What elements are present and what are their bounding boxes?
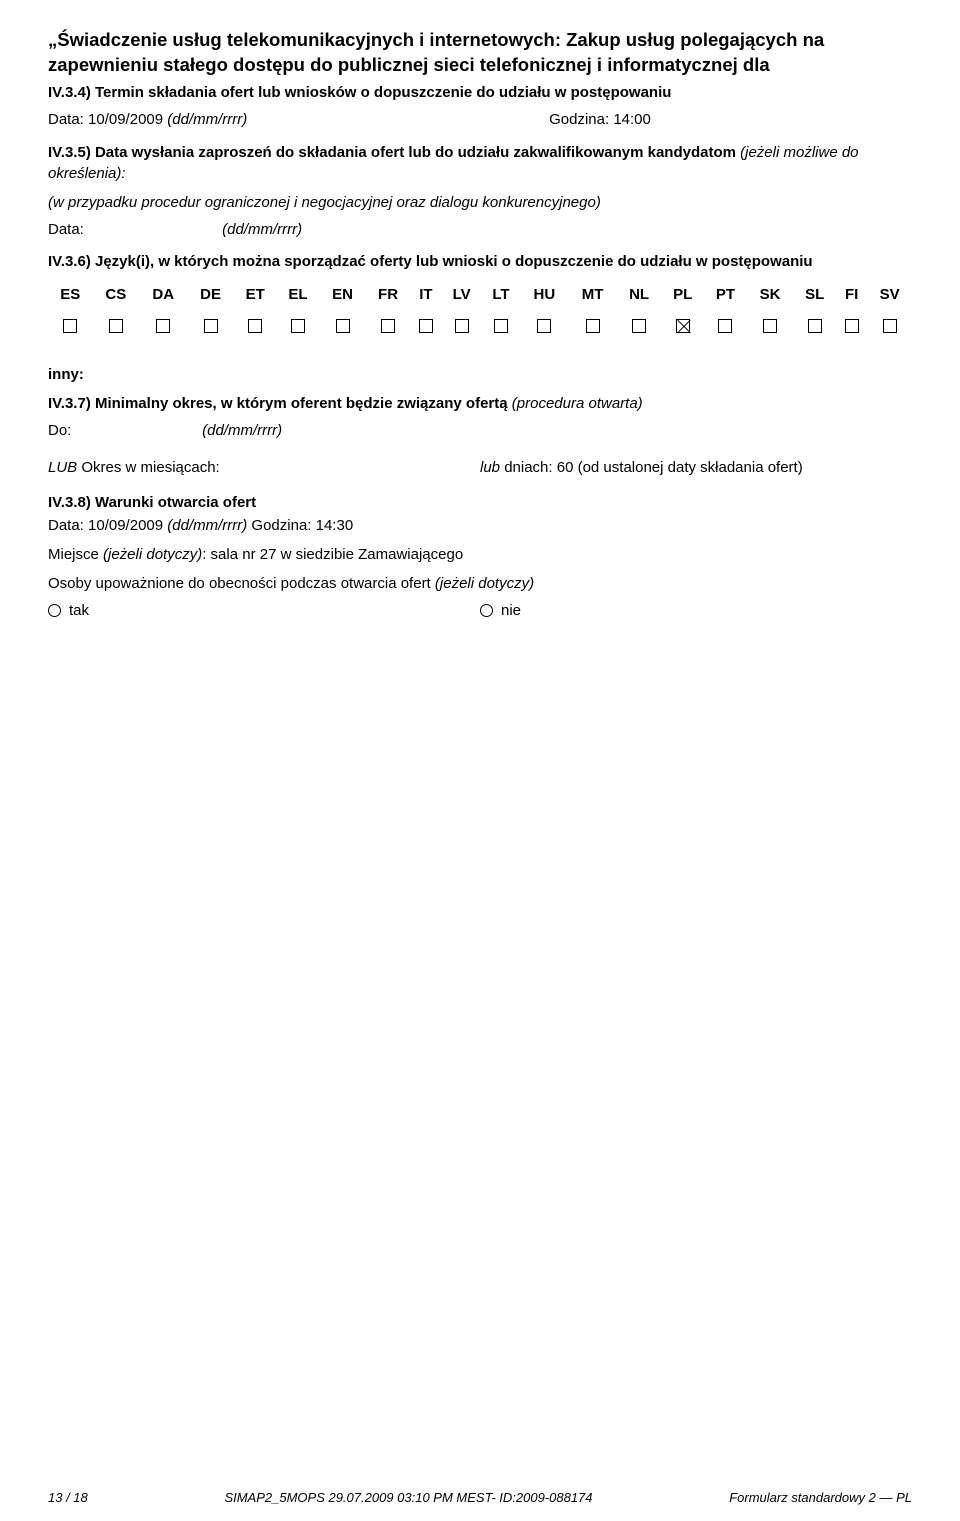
iv38-l2-post: : sala nr 27 w siedzibie Zamawiającego — [202, 546, 463, 563]
lang-code-hu: HU — [520, 282, 568, 307]
lang-checkbox-sv[interactable] — [883, 319, 897, 333]
lang-code-lv: LV — [442, 282, 482, 307]
iv37-lub-left: Okres w miesiącach: — [77, 459, 220, 476]
lang-checkbox-en[interactable] — [336, 319, 350, 333]
lang-code-sl: SL — [793, 282, 836, 307]
iv37-heading-text: IV.3.7) Minimalny okres, w którym oferen… — [48, 395, 512, 412]
iv38-l2-pre: Miejsce — [48, 546, 103, 563]
inny-label: inny: — [48, 366, 912, 383]
iv35-heading-text: IV.3.5) Data wysłania zaproszeń do skład… — [48, 144, 740, 161]
iv38-line2: Miejsce (jeżeli dotyczy): sala nr 27 w s… — [48, 544, 912, 565]
iv37-lub-right-pre: lub — [480, 459, 500, 476]
lang-code-de: DE — [187, 282, 233, 307]
language-table: ESCSDADEETELENFRITLVLTHUMTNLPLPTSKSLFISV — [48, 282, 912, 338]
lang-checkbox-sk[interactable] — [763, 319, 777, 333]
iv35-data-label: Data: — [48, 221, 218, 238]
lang-code-fi: FI — [836, 282, 867, 307]
lang-code-mt: MT — [568, 282, 616, 307]
lang-checkbox-da[interactable] — [156, 319, 170, 333]
lang-code-cs: CS — [93, 282, 139, 307]
iv37-lub-row: LUB Okres w miesiącach: lub dniach: 60 (… — [48, 459, 912, 476]
footer-page: 13 / 18 — [48, 1490, 88, 1505]
lang-code-es: ES — [48, 282, 93, 307]
iv34-godzina: Godzina: 14:00 — [549, 111, 912, 128]
lang-checkbox-lv[interactable] — [455, 319, 469, 333]
section-iv-3-4-heading: IV.3.4) Termin składania ofert lub wnios… — [48, 84, 912, 101]
lang-code-pl: PL — [661, 282, 704, 307]
lang-code-lt: LT — [482, 282, 520, 307]
iv34-date-format: (dd/mm/rrrr) — [167, 111, 247, 128]
iv35-data-format: (dd/mm/rrrr) — [222, 221, 302, 238]
iv37-do-line: Do: (dd/mm/rrrr) — [48, 422, 912, 439]
lang-code-sk: SK — [747, 282, 793, 307]
lang-checkbox-sl[interactable] — [808, 319, 822, 333]
iv38-line1: Data: 10/09/2009 (dd/mm/rrrr) Godzina: 1… — [48, 515, 912, 536]
lang-checkbox-et[interactable] — [248, 319, 262, 333]
lang-code-pt: PT — [704, 282, 747, 307]
iv38-l3-pre: Osoby upoważnione do obecności podczas o… — [48, 575, 435, 592]
lang-checkbox-cs[interactable] — [109, 319, 123, 333]
section-iv-3-8-heading: IV.3.8) Warunki otwarcia ofert — [48, 494, 912, 511]
iv38-l1-fmt: (dd/mm/rrrr) — [167, 517, 247, 534]
iv38-l3-ital: (jeżeli dotyczy) — [435, 575, 534, 592]
iv38-l2-ital: (jeżeli dotyczy) — [103, 546, 202, 563]
lang-checkbox-hu[interactable] — [537, 319, 551, 333]
iv37-lub-pre: LUB — [48, 459, 77, 476]
footer-id: SIMAP2_5MOPS 29.07.2009 03:10 PM MEST- I… — [224, 1490, 592, 1505]
lang-checkbox-es[interactable] — [63, 319, 77, 333]
iv38-yesno-row: tak nie — [48, 602, 912, 619]
lang-checkbox-fi[interactable] — [845, 319, 859, 333]
iv34-date-label: Data: 10/09/2009 — [48, 111, 167, 128]
lang-checkbox-mt[interactable] — [586, 319, 600, 333]
iv37-do-label: Do: — [48, 422, 198, 439]
radio-tak[interactable] — [48, 604, 61, 617]
iv37-do-format: (dd/mm/rrrr) — [202, 422, 282, 439]
lang-checkbox-pt[interactable] — [718, 319, 732, 333]
iv35-subnote: (w przypadku procedur ograniczonej i neg… — [48, 192, 912, 213]
footer-form: Formularz standardowy 2 — PL — [729, 1490, 912, 1505]
section-iv-3-7-heading: IV.3.7) Minimalny okres, w którym oferen… — [48, 395, 912, 412]
lang-code-fr: FR — [366, 282, 411, 307]
lang-checkbox-de[interactable] — [204, 319, 218, 333]
lang-code-el: EL — [277, 282, 320, 307]
iv38-line3: Osoby upoważnione do obecności podczas o… — [48, 573, 912, 594]
page-footer: 13 / 18 SIMAP2_5MOPS 29.07.2009 03:10 PM… — [48, 1490, 912, 1505]
lang-code-sv: SV — [867, 282, 912, 307]
lang-checkbox-it[interactable] — [419, 319, 433, 333]
label-nie: nie — [501, 602, 521, 619]
section-iv-3-6-heading: IV.3.6) Język(i), w których można sporzą… — [48, 252, 912, 272]
lang-code-et: ET — [234, 282, 277, 307]
section-iv-3-4-row: Data: 10/09/2009 (dd/mm/rrrr) Godzina: 1… — [48, 111, 912, 128]
lang-code-it: IT — [410, 282, 441, 307]
lang-code-en: EN — [319, 282, 365, 307]
lang-checkbox-nl[interactable] — [632, 319, 646, 333]
lang-checkbox-pl[interactable] — [676, 319, 690, 333]
iv38-l1-pre: Data: 10/09/2009 — [48, 517, 167, 534]
lang-checkbox-el[interactable] — [291, 319, 305, 333]
iv35-data-line: Data: (dd/mm/rrrr) — [48, 221, 912, 238]
lang-code-da: DA — [139, 282, 187, 307]
lang-checkbox-fr[interactable] — [381, 319, 395, 333]
lang-checkbox-lt[interactable] — [494, 319, 508, 333]
label-tak: tak — [69, 602, 89, 619]
section-iv-3-5-heading: IV.3.5) Data wysłania zaproszeń do skład… — [48, 142, 912, 184]
iv37-lub-right: dniach: 60 (od ustalonej daty składania … — [500, 459, 803, 476]
lang-code-nl: NL — [617, 282, 662, 307]
iv37-heading-note: (procedura otwarta) — [512, 395, 643, 412]
document-title: „Świadczenie usług telekomunikacyjnych i… — [48, 28, 912, 78]
iv38-l1-post: Godzina: 14:30 — [247, 517, 353, 534]
radio-nie[interactable] — [480, 604, 493, 617]
